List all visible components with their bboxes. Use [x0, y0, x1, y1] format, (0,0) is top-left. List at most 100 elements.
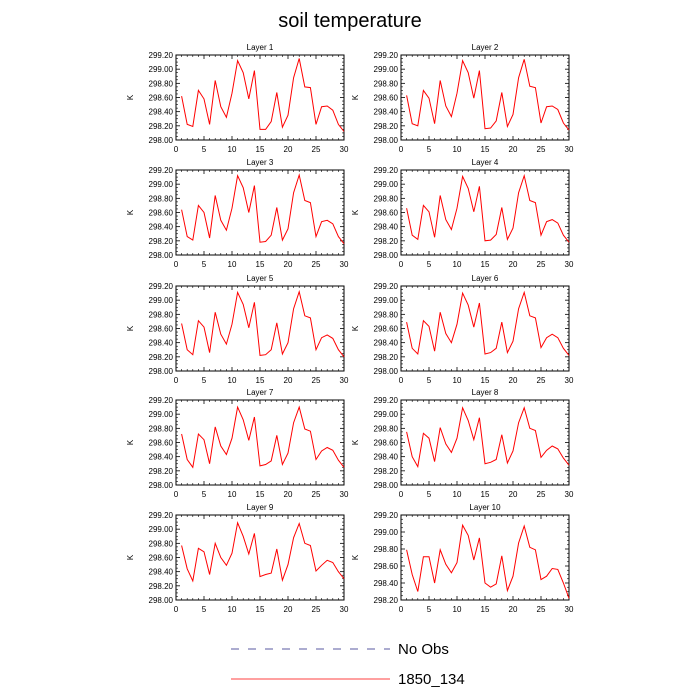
x-tick-label: 10: [228, 490, 237, 499]
y-tick-label: 299.20: [374, 51, 399, 60]
x-tick-label: 20: [509, 260, 518, 269]
panel-layer-3: Layer 3 K 0 5 10 15 20 25 30 299.20 299.00 298.80 29…: [126, 158, 349, 269]
y-tick-label: 298.80: [374, 310, 399, 319]
x-tick-label: 10: [228, 145, 237, 154]
y-axis-label: K: [126, 554, 135, 560]
panel-title-layer-9: Layer 9: [247, 503, 274, 512]
x-tick-label: 30: [340, 490, 349, 499]
panel-title-layer-1: Layer 1: [247, 43, 274, 52]
y-tick-label: 298.20: [149, 582, 174, 591]
y-tick-label: 298.40: [374, 579, 399, 588]
panel-title-layer-3: Layer 3: [247, 158, 274, 167]
panel-title-layer-10: Layer 10: [469, 503, 501, 512]
x-tick-label: 25: [537, 145, 546, 154]
x-tick-label: 30: [565, 605, 574, 614]
y-axis-label: K: [126, 325, 135, 331]
y-tick-label: 299.00: [149, 65, 174, 74]
panel-title-layer-7: Layer 7: [247, 388, 274, 397]
x-tick-label: 20: [509, 145, 518, 154]
y-tick-label: 298.60: [149, 439, 174, 448]
panel-layer-7: Layer 7 K 0 5 10 15 20 25 30 299.20 299.00 298.80 29…: [126, 388, 349, 499]
plot-frame: [400, 514, 570, 601]
x-tick-label: 0: [399, 376, 404, 385]
x-tick-label: 20: [509, 376, 518, 385]
x-tick-label: 10: [453, 260, 462, 269]
y-tick-label: 298.20: [374, 467, 399, 476]
x-tick-label: 5: [202, 490, 207, 499]
plot-frame: [400, 169, 570, 256]
y-tick-label: 298.80: [149, 194, 174, 203]
series-line-1850-134: [181, 173, 345, 245]
y-tick-label: 298.20: [374, 237, 399, 246]
y-tick-label: 298.40: [374, 223, 399, 232]
y-tick-label: 298.20: [374, 353, 399, 362]
x-tick-label: 20: [509, 490, 518, 499]
panel-layer-9: Layer 9 K 0 5 10 15 20 25 30 299.20 299.00 298.80 29…: [126, 503, 349, 614]
plot-frame: [400, 399, 570, 486]
x-tick-label: 10: [453, 145, 462, 154]
x-tick-label: 15: [256, 605, 265, 614]
x-tick-label: 20: [284, 376, 293, 385]
y-tick-label: 299.00: [149, 180, 174, 189]
x-tick-label: 25: [537, 605, 546, 614]
legend: No Obs 1850_134: [231, 641, 465, 688]
y-tick-label: 298.40: [374, 339, 399, 348]
y-tick-label: 299.20: [374, 511, 399, 520]
x-tick-label: 0: [399, 605, 404, 614]
y-tick-label: 299.00: [374, 180, 399, 189]
y-tick-label: 298.40: [149, 453, 174, 462]
y-tick-label: 299.20: [149, 282, 174, 291]
y-tick-label: 298.80: [374, 194, 399, 203]
x-tick-label: 0: [174, 490, 179, 499]
y-tick-label: 299.00: [374, 65, 399, 74]
y-tick-label: 298.60: [149, 325, 174, 334]
y-tick-label: 299.20: [149, 166, 174, 175]
x-tick-label: 5: [427, 376, 432, 385]
y-tick-label: 298.80: [149, 539, 174, 548]
plot-frame: [175, 285, 345, 372]
panel-layer-8: Layer 8 K 0 5 10 15 20 25 30 299.20 299.00 298.80 29…: [351, 388, 574, 499]
y-tick-label: 298.20: [149, 353, 174, 362]
y-tick-label: 298.40: [374, 108, 399, 117]
panel-layer-1: Layer 1 K 0 5 10 15 20 25 30 299.20 299.00 298.80 29…: [126, 43, 349, 154]
y-tick-label: 298.80: [149, 310, 174, 319]
panel-title-layer-4: Layer 4: [472, 158, 499, 167]
panel-layer-4: Layer 4 K 0 5 10 15 20 25 30 299.20 299.00 298.80 29…: [351, 158, 574, 269]
x-tick-label: 25: [312, 145, 321, 154]
y-tick-label: 298.40: [149, 108, 174, 117]
x-tick-label: 10: [228, 605, 237, 614]
x-tick-label: 5: [427, 145, 432, 154]
x-tick-label: 20: [284, 490, 293, 499]
panel-layer-2: Layer 2 K 0 5 10 15 20 25 30 299.20 299.00 298.80 29…: [351, 43, 574, 154]
y-tick-label: 298.00: [149, 251, 174, 260]
x-tick-label: 15: [256, 145, 265, 154]
x-tick-label: 25: [537, 260, 546, 269]
series-line-1850-134: [406, 523, 570, 599]
y-tick-label: 298.60: [374, 94, 399, 103]
x-tick-label: 30: [340, 145, 349, 154]
panel-title-layer-2: Layer 2: [472, 43, 499, 52]
y-tick-label: 299.20: [374, 166, 399, 175]
y-axis-label: K: [351, 325, 360, 331]
x-tick-label: 25: [312, 490, 321, 499]
x-tick-label: 30: [340, 376, 349, 385]
x-tick-label: 15: [481, 145, 490, 154]
figure-title: soil temperature: [278, 10, 421, 32]
panel-title-layer-8: Layer 8: [472, 388, 499, 397]
x-tick-label: 10: [453, 490, 462, 499]
y-tick-label: 299.20: [149, 511, 174, 520]
y-tick-label: 299.00: [374, 410, 399, 419]
x-tick-label: 15: [481, 376, 490, 385]
y-tick-label: 298.20: [149, 122, 174, 131]
x-tick-label: 0: [174, 376, 179, 385]
y-tick-label: 298.20: [149, 467, 174, 476]
x-tick-label: 10: [228, 376, 237, 385]
y-tick-label: 298.40: [374, 453, 399, 462]
y-tick-label: 298.20: [149, 237, 174, 246]
x-tick-label: 25: [312, 376, 321, 385]
series-line-1850-134: [406, 290, 570, 356]
x-tick-label: 30: [565, 376, 574, 385]
y-tick-label: 298.40: [149, 339, 174, 348]
y-tick-label: 298.20: [374, 596, 399, 605]
